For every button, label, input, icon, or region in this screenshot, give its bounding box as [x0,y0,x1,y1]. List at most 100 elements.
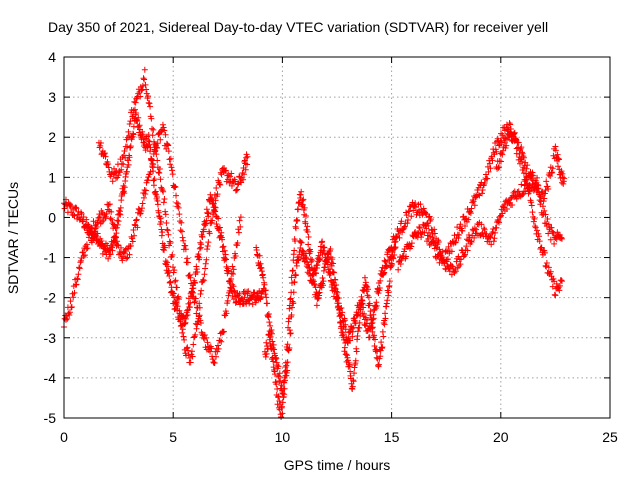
data-point [422,210,429,217]
data-point [304,223,311,230]
data-point [418,234,425,241]
data-point [302,220,309,227]
data-point [236,290,243,297]
data-point [302,213,309,220]
data-point [186,271,193,278]
data-point [67,298,74,305]
data-point [408,240,415,247]
plot-frame [63,56,611,419]
data-point [75,271,82,278]
data-point [156,165,163,172]
data-point [211,359,218,366]
data-point [274,386,281,393]
data-point [266,319,273,326]
data-point [176,218,183,225]
data-point [109,178,116,185]
data-point [286,302,293,309]
data-point [481,226,488,233]
data-point [495,164,502,171]
data-point [435,251,442,258]
data-point [224,297,231,304]
data-point [384,297,391,304]
data-point [163,220,170,227]
data-point [76,265,83,272]
data-point [159,187,166,194]
data-point [479,229,486,236]
data-point [171,184,178,191]
data-point [548,169,555,176]
data-point [202,260,209,267]
data-point [158,185,165,192]
data-point [395,231,402,238]
data-point [216,181,223,188]
data-point [173,284,180,291]
data-point [552,292,559,299]
data-point [536,238,543,245]
y-tick-label: 1 [48,169,56,185]
data-point [427,216,434,223]
data-point [551,240,558,247]
data-point [263,294,270,301]
data-point [144,177,151,184]
data-point [529,209,536,216]
data-point [424,232,431,239]
data-point [487,234,494,241]
y-tick-label: 4 [48,49,56,65]
data-point [368,315,375,322]
y-axis-label: SDTVAR / TECUs [5,182,21,294]
data-point [556,282,563,289]
data-point [423,211,430,218]
data-point [412,200,419,207]
data-point [112,233,119,240]
data-point [481,180,488,187]
data-point [229,263,236,270]
data-point [518,149,525,156]
data-point [503,205,510,212]
data-point [289,279,296,286]
data-point [529,169,536,176]
chart-title: Day 350 of 2021, Sidereal Day-to-day VTE… [48,19,548,35]
data-point [528,202,535,209]
data-point [263,350,270,357]
data-point [357,312,364,319]
data-point [111,165,118,172]
data-point [553,280,560,287]
data-point [189,293,196,300]
data-point [204,339,211,346]
data-point [193,310,200,317]
data-point [549,169,556,176]
data-point [304,228,311,235]
data-point [164,259,171,266]
data-point [281,391,288,398]
data-point [321,244,328,251]
x-tick-label: 20 [493,429,509,445]
data-point [165,267,172,274]
data-point [379,264,386,271]
data-point [348,325,355,332]
data-point [469,199,476,206]
data-point [467,210,474,217]
data-point [120,161,127,168]
data-point [263,339,270,346]
data-point [381,269,388,276]
data-point [276,370,283,377]
data-point [177,323,184,330]
data-point [373,302,380,309]
data-point [493,148,500,155]
data-point [464,247,471,254]
data-point [523,165,530,172]
data-point [150,161,157,168]
data-point [461,251,468,258]
data-point [190,341,197,348]
data-point [141,76,148,83]
data-point [522,188,529,195]
data-point [392,238,399,245]
data-point [452,239,459,246]
data-point [148,156,155,163]
data-point [416,225,423,232]
data-point [117,204,124,211]
data-point [93,223,100,230]
data-point [534,181,541,188]
data-point [319,238,326,245]
data-point [161,244,168,251]
